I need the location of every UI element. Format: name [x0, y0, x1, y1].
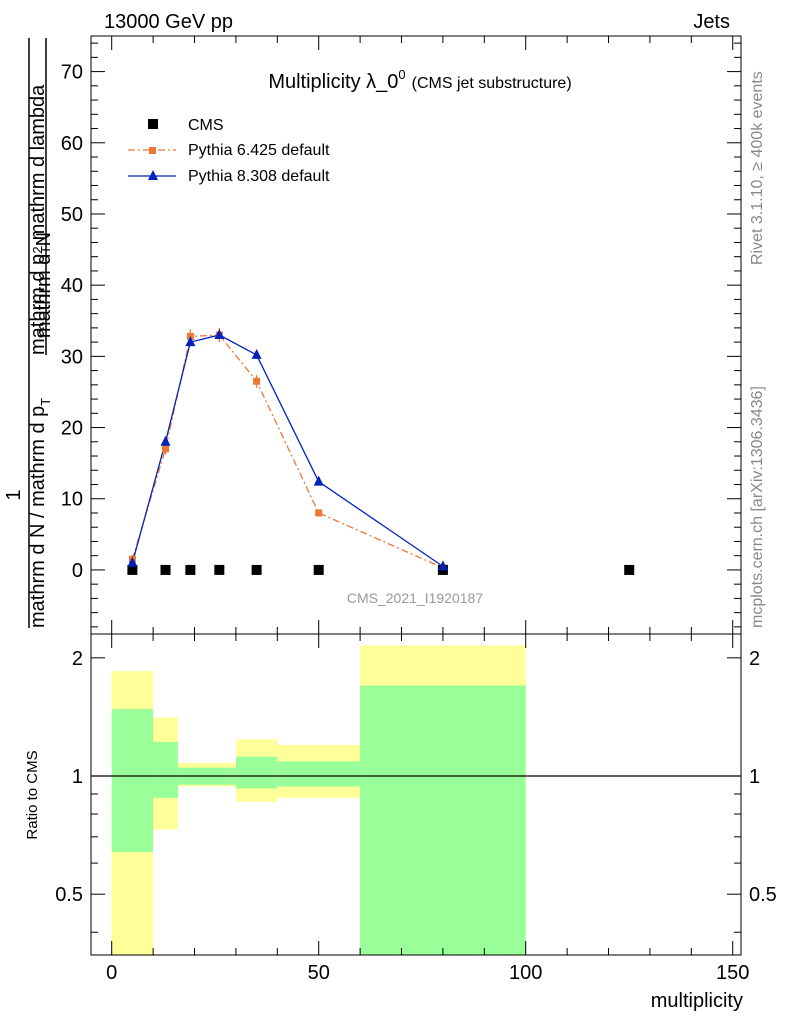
y-tick-label: 70 — [61, 62, 83, 84]
ylabel-denom: mathrm d N / mathrm d pT — [27, 398, 53, 628]
x-axis-label: multiplicity — [651, 990, 743, 1012]
point-pythia8 — [437, 560, 448, 571]
y-tick-label: 50 — [61, 204, 83, 226]
point-cms — [160, 564, 171, 575]
point-cms — [624, 564, 635, 575]
ratio-y-tick-label-left: 2 — [72, 648, 83, 670]
legend-label-cms: CMS — [188, 117, 224, 134]
point-cms — [313, 564, 324, 575]
main-plot-axes: 0 10 20 30 40 50 60 70 — [61, 35, 742, 635]
main-y-axis-label: 1 mathrm d N / mathrm d pT mathrm d2N ma… — [3, 38, 55, 628]
y-tick-label: 10 — [61, 489, 83, 511]
x-tick-label: 100 — [509, 962, 542, 984]
header-right-label: Jets — [693, 11, 730, 33]
x-tick-label: 0 — [106, 962, 117, 984]
ratio-y-tick-label-right: 2 — [749, 648, 760, 670]
x-tick-label: 150 — [716, 962, 749, 984]
point-pythia8 — [127, 556, 138, 567]
ylabel-frac-denom: mathrm d pT mathrm d lambda — [27, 84, 53, 355]
ratio-band-inner — [111, 709, 154, 853]
ratio-band-inner — [277, 761, 361, 787]
legend-label-pythia8: Pythia 8.308 default — [188, 168, 330, 185]
main-plot-data — [127, 327, 635, 575]
ratio-plot-axes: 0.5 0.5 1 1 2 2 0 50 100 150 — [55, 633, 777, 984]
ylabel-frac-numer-sup: 2 — [30, 246, 45, 253]
plot-title: Multiplicity λ_00 (CMS jet substructure) — [268, 67, 571, 93]
ylabel-frac-numer: mathrm d2N — [30, 232, 55, 338]
legend-label-pythia6: Pythia 6.425 default — [188, 142, 330, 159]
analysis-watermark: CMS_2021_I1920187 — [347, 590, 483, 606]
ratio-y-tick-label-right: 0.5 — [749, 884, 777, 906]
legend-entry-pythia8: Pythia 8.308 default — [128, 168, 330, 185]
ylabel-denom-main: mathrm d N / mathrm d p — [27, 406, 49, 628]
point-pythia8 — [313, 475, 324, 486]
legend-marker-pythia8 — [148, 170, 158, 180]
point-pythia6 — [253, 377, 261, 385]
ratio-band-inner — [153, 742, 178, 798]
ylabel-frac-denom-tail: mathrm d lambda — [27, 84, 49, 246]
legend: CMS Pythia 6.425 default Pythia 8.308 de… — [128, 117, 330, 185]
ylabel-frac-numer-tail: N — [33, 232, 55, 246]
point-cms — [185, 564, 196, 575]
ylabel-frac-numer-main: mathrm d — [33, 254, 55, 338]
series-line-pythia8 — [131, 334, 444, 567]
point-cms — [214, 564, 225, 575]
y-tick-label: 40 — [61, 275, 83, 297]
y-tick-label: 0 — [72, 560, 83, 582]
ylabel-frac-denom-sub: T — [38, 246, 53, 254]
mcplots-credit-label: mcplots.cern.ch [arXiv:1306.3436] — [749, 386, 766, 628]
point-pythia8 — [251, 348, 262, 359]
ylabel-numer-one: 1 — [3, 489, 25, 500]
x-tick-label: 50 — [308, 962, 330, 984]
ylabel-frac-denom-main: mathrm d p — [27, 254, 49, 355]
point-pythia8 — [185, 336, 196, 347]
plot-title-sub: (CMS jet substructure) — [412, 75, 572, 92]
ratio-band-inner — [360, 685, 526, 955]
point-cms — [251, 564, 262, 575]
point-pythia6 — [315, 509, 323, 517]
ratio-plot-frame — [90, 633, 742, 956]
ylabel-denom-sub: T — [38, 398, 53, 406]
ratio-band-inner — [235, 756, 278, 789]
point-pythia6 — [162, 445, 170, 453]
ratio-y-tick-label-left: 0.5 — [55, 884, 83, 906]
rivet-version-label: Rivet 3.1.10, ≥ 400k events — [749, 71, 766, 265]
plot-title-sup: 0 — [398, 67, 405, 82]
header-left-label: 13000 GeV pp — [104, 11, 233, 33]
series-line-pythia6 — [131, 334, 444, 569]
point-pythia8 — [214, 329, 225, 339]
legend-marker-cms — [148, 119, 158, 129]
legend-marker-pythia6 — [149, 147, 156, 154]
y-tick-label: 30 — [61, 346, 83, 368]
ratio-y-tick-label-right: 1 — [749, 766, 760, 788]
legend-entry-pythia6: Pythia 6.425 default — [128, 142, 330, 159]
ratio-bands — [111, 645, 526, 955]
y-tick-label: 20 — [61, 418, 83, 440]
y-tick-label: 60 — [61, 133, 83, 155]
point-cms — [127, 564, 138, 575]
ratio-y-axis-label: Ratio to CMS — [24, 750, 41, 839]
point-pythia8 — [160, 435, 171, 446]
legend-entry-cms: CMS — [148, 117, 224, 134]
ratio-y-tick-label-left: 1 — [72, 766, 83, 788]
plot-title-main: Multiplicity λ_0 — [268, 71, 398, 93]
